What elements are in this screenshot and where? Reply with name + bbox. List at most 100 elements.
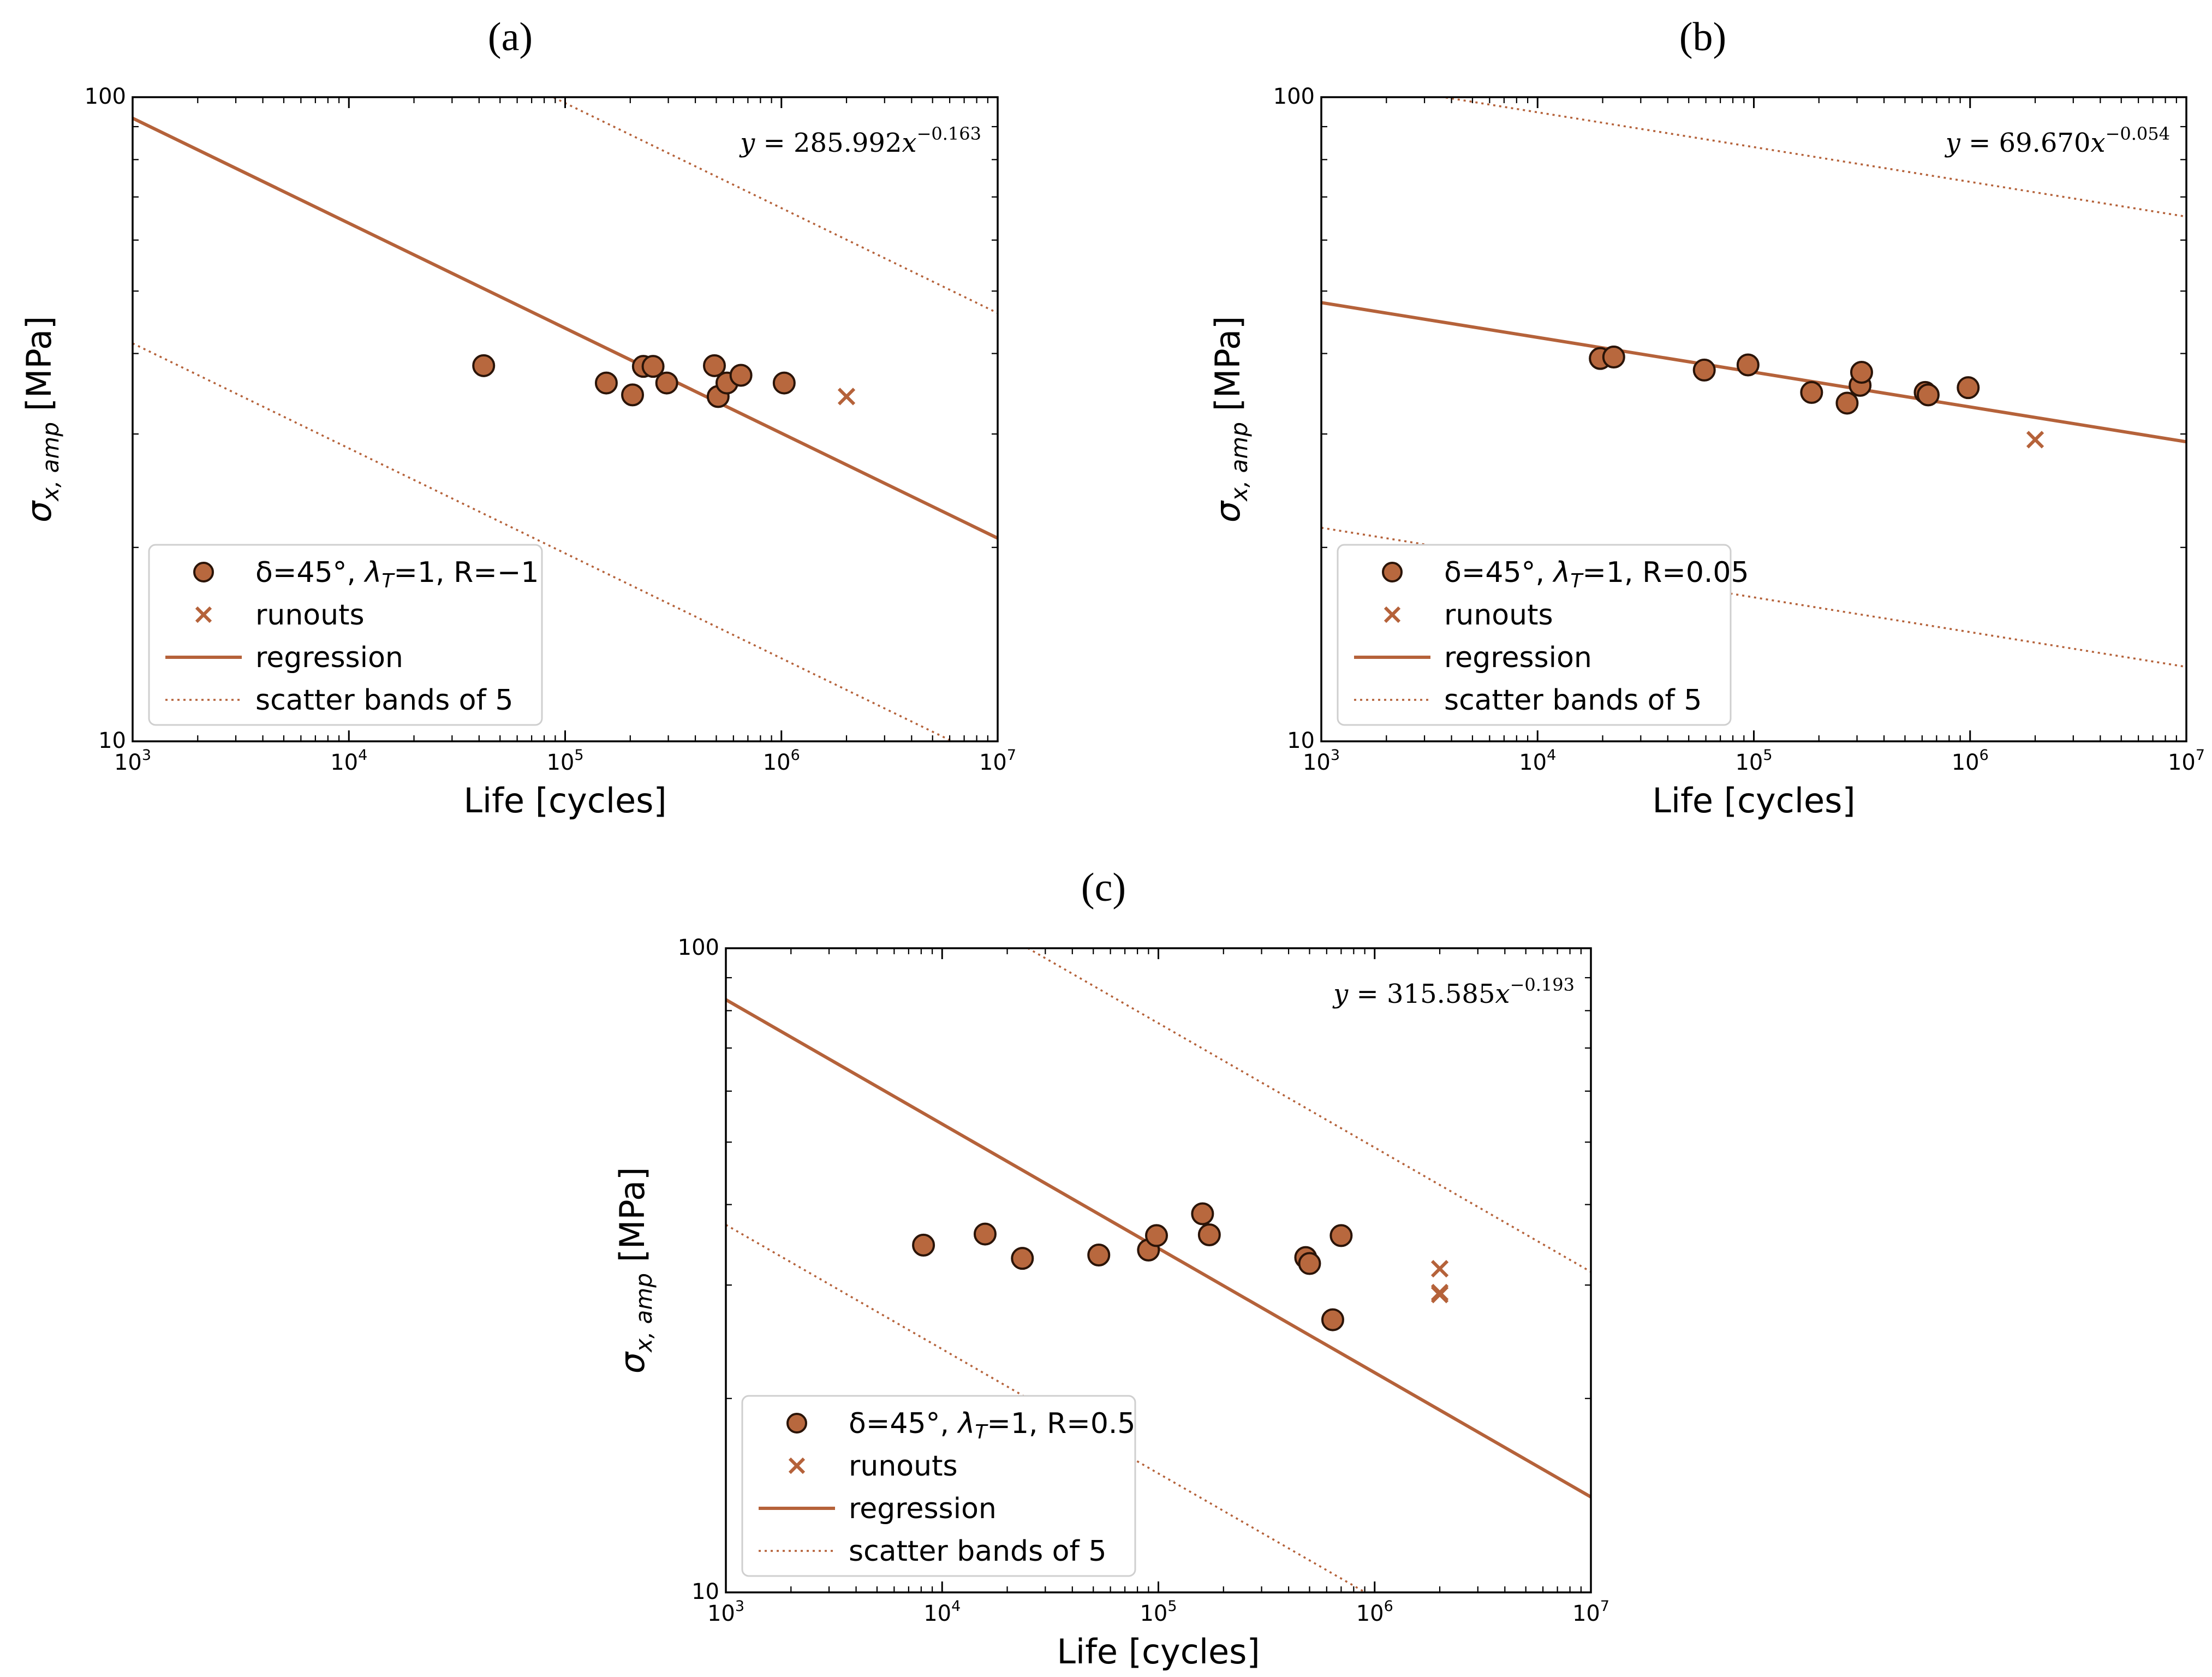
x-tick-label: 106 <box>763 747 800 775</box>
x-axis-title: Life [cycles] <box>1057 1632 1260 1672</box>
legend-label-bands: scatter bands of 5 <box>1444 684 1702 717</box>
panel-label: (a) <box>488 15 533 60</box>
axis-ticks <box>1320 96 2187 742</box>
x-tick-label: 105 <box>1140 1598 1177 1626</box>
regression-line <box>133 116 998 540</box>
subplot-3: (c) 103 104 105 106 107 100 10 Life [cycles] σx, … <box>612 865 1609 1672</box>
x-tick-label: 104 <box>923 1598 961 1626</box>
scatter-band-lower <box>133 342 955 741</box>
y-axis-title: σx, amp [MPa] <box>1208 316 1253 522</box>
subplot-2: (b) 103 104 105 106 107 100 10 Life [cycles] σx, … <box>1208 15 2205 820</box>
y-tick-label: 100 <box>678 935 719 960</box>
x-tick-label: 106 <box>1952 747 1989 775</box>
x-tick-label: 104 <box>1519 747 1556 775</box>
data-point <box>641 355 665 378</box>
y-axis-title: σx, amp [MPa] <box>612 1167 657 1373</box>
runout-marker <box>2026 431 2044 449</box>
axis-ticks <box>725 947 1592 1593</box>
data-point <box>1602 346 1625 369</box>
legend-label-tests: δ=45°, λT=1, R=−1 <box>255 556 539 592</box>
data-point <box>1692 358 1716 382</box>
data-point <box>655 371 678 395</box>
x-tick-label: 104 <box>330 747 367 775</box>
regression-equation: y = 285.992x−0.163 <box>739 123 981 158</box>
data-point <box>1850 361 1873 384</box>
data-point <box>1800 380 1823 404</box>
y-tick-label: 100 <box>85 84 126 109</box>
test-points <box>472 354 796 408</box>
y-tick-label: 10 <box>98 728 126 753</box>
x-tick-label: 106 <box>1356 1598 1393 1626</box>
runout-points <box>837 388 856 406</box>
x-tick-label: 103 <box>1303 747 1340 775</box>
data-point <box>729 364 753 387</box>
x-tick-label: 103 <box>707 1598 744 1626</box>
x-tick-label: 107 <box>2168 747 2205 775</box>
runout-marker <box>837 388 856 406</box>
runout-marker <box>1430 1260 1449 1278</box>
scatter-band-upper <box>1438 97 2186 218</box>
data-point <box>702 354 726 377</box>
legend-marker-tests <box>193 562 214 582</box>
legend-marker-runouts <box>195 606 212 623</box>
legend-label-runouts: runouts <box>849 1450 958 1483</box>
legend: δ=45°, λT=1, R=0.05 runouts regression scat… <box>1337 544 1749 726</box>
legend-marker-runouts <box>1384 606 1401 623</box>
data-point <box>1087 1243 1111 1266</box>
subplot-1: (a) 103 104 105 106 107 100 10 Life [cycles] σx, … <box>19 15 1016 820</box>
y-tick-label: 10 <box>1287 728 1315 753</box>
data-point <box>1916 383 1940 407</box>
data-point <box>1321 1308 1344 1331</box>
scatter-band-lower <box>726 1224 1368 1592</box>
data-point <box>1191 1202 1214 1226</box>
legend-label-bands: scatter bands of 5 <box>849 1535 1106 1568</box>
y-axis-title: σx, amp [MPa] <box>19 316 64 522</box>
data-point <box>973 1222 997 1246</box>
test-points <box>912 1202 1353 1331</box>
legend-label-tests: δ=45°, λT=1, R=0.5 <box>849 1407 1136 1443</box>
data-point <box>594 371 618 395</box>
x-axis-title: Life [cycles] <box>463 781 666 820</box>
panel-label: (c) <box>1081 865 1126 910</box>
y-tick-label: 10 <box>691 1579 719 1604</box>
regression-equation: y = 69.670x−0.054 <box>1945 123 2170 158</box>
data-point <box>772 371 796 395</box>
legend-label-regression: regression <box>1444 641 1592 674</box>
data-point <box>621 383 645 407</box>
data-point <box>1957 376 1980 400</box>
panel-label: (b) <box>1679 15 1726 60</box>
legend-marker-tests <box>1382 562 1403 582</box>
data-point <box>1835 391 1859 415</box>
axis-ticks <box>132 96 999 742</box>
legend-label-runouts: runouts <box>255 599 365 632</box>
legend-label-tests: δ=45°, λT=1, R=0.05 <box>1444 556 1749 592</box>
legend-label-regression: regression <box>255 641 403 674</box>
legend-label-bands: scatter bands of 5 <box>255 684 513 717</box>
legend-label-runouts: runouts <box>1444 599 1553 632</box>
x-axis-title: Life [cycles] <box>1652 781 1855 820</box>
x-tick-label: 107 <box>979 747 1016 775</box>
data-point <box>1145 1224 1168 1247</box>
data-point <box>912 1233 935 1257</box>
runout-points <box>1430 1260 1449 1304</box>
y-tick-label: 100 <box>1273 84 1315 109</box>
runout-points <box>2026 431 2044 449</box>
x-tick-label: 105 <box>546 747 583 775</box>
legend-marker-tests <box>786 1413 807 1434</box>
x-tick-label: 103 <box>114 747 151 775</box>
data-point <box>1736 353 1760 377</box>
x-tick-label: 107 <box>1572 1598 1609 1626</box>
legend: δ=45°, λT=1, R=−1 runouts regression scatte… <box>148 544 543 726</box>
runout-marker <box>1430 1286 1449 1304</box>
data-point <box>1298 1252 1321 1275</box>
legend-label-regression: regression <box>849 1492 997 1525</box>
legend-marker-runouts <box>788 1457 806 1474</box>
data-point <box>472 354 496 377</box>
data-point <box>1197 1223 1221 1246</box>
x-tick-label: 105 <box>1735 747 1772 775</box>
scatter-band-upper <box>1026 948 1591 1273</box>
test-points <box>1589 346 1980 415</box>
data-point <box>1011 1247 1034 1270</box>
legend: δ=45°, λT=1, R=0.5 runouts regression scatt… <box>741 1395 1136 1577</box>
